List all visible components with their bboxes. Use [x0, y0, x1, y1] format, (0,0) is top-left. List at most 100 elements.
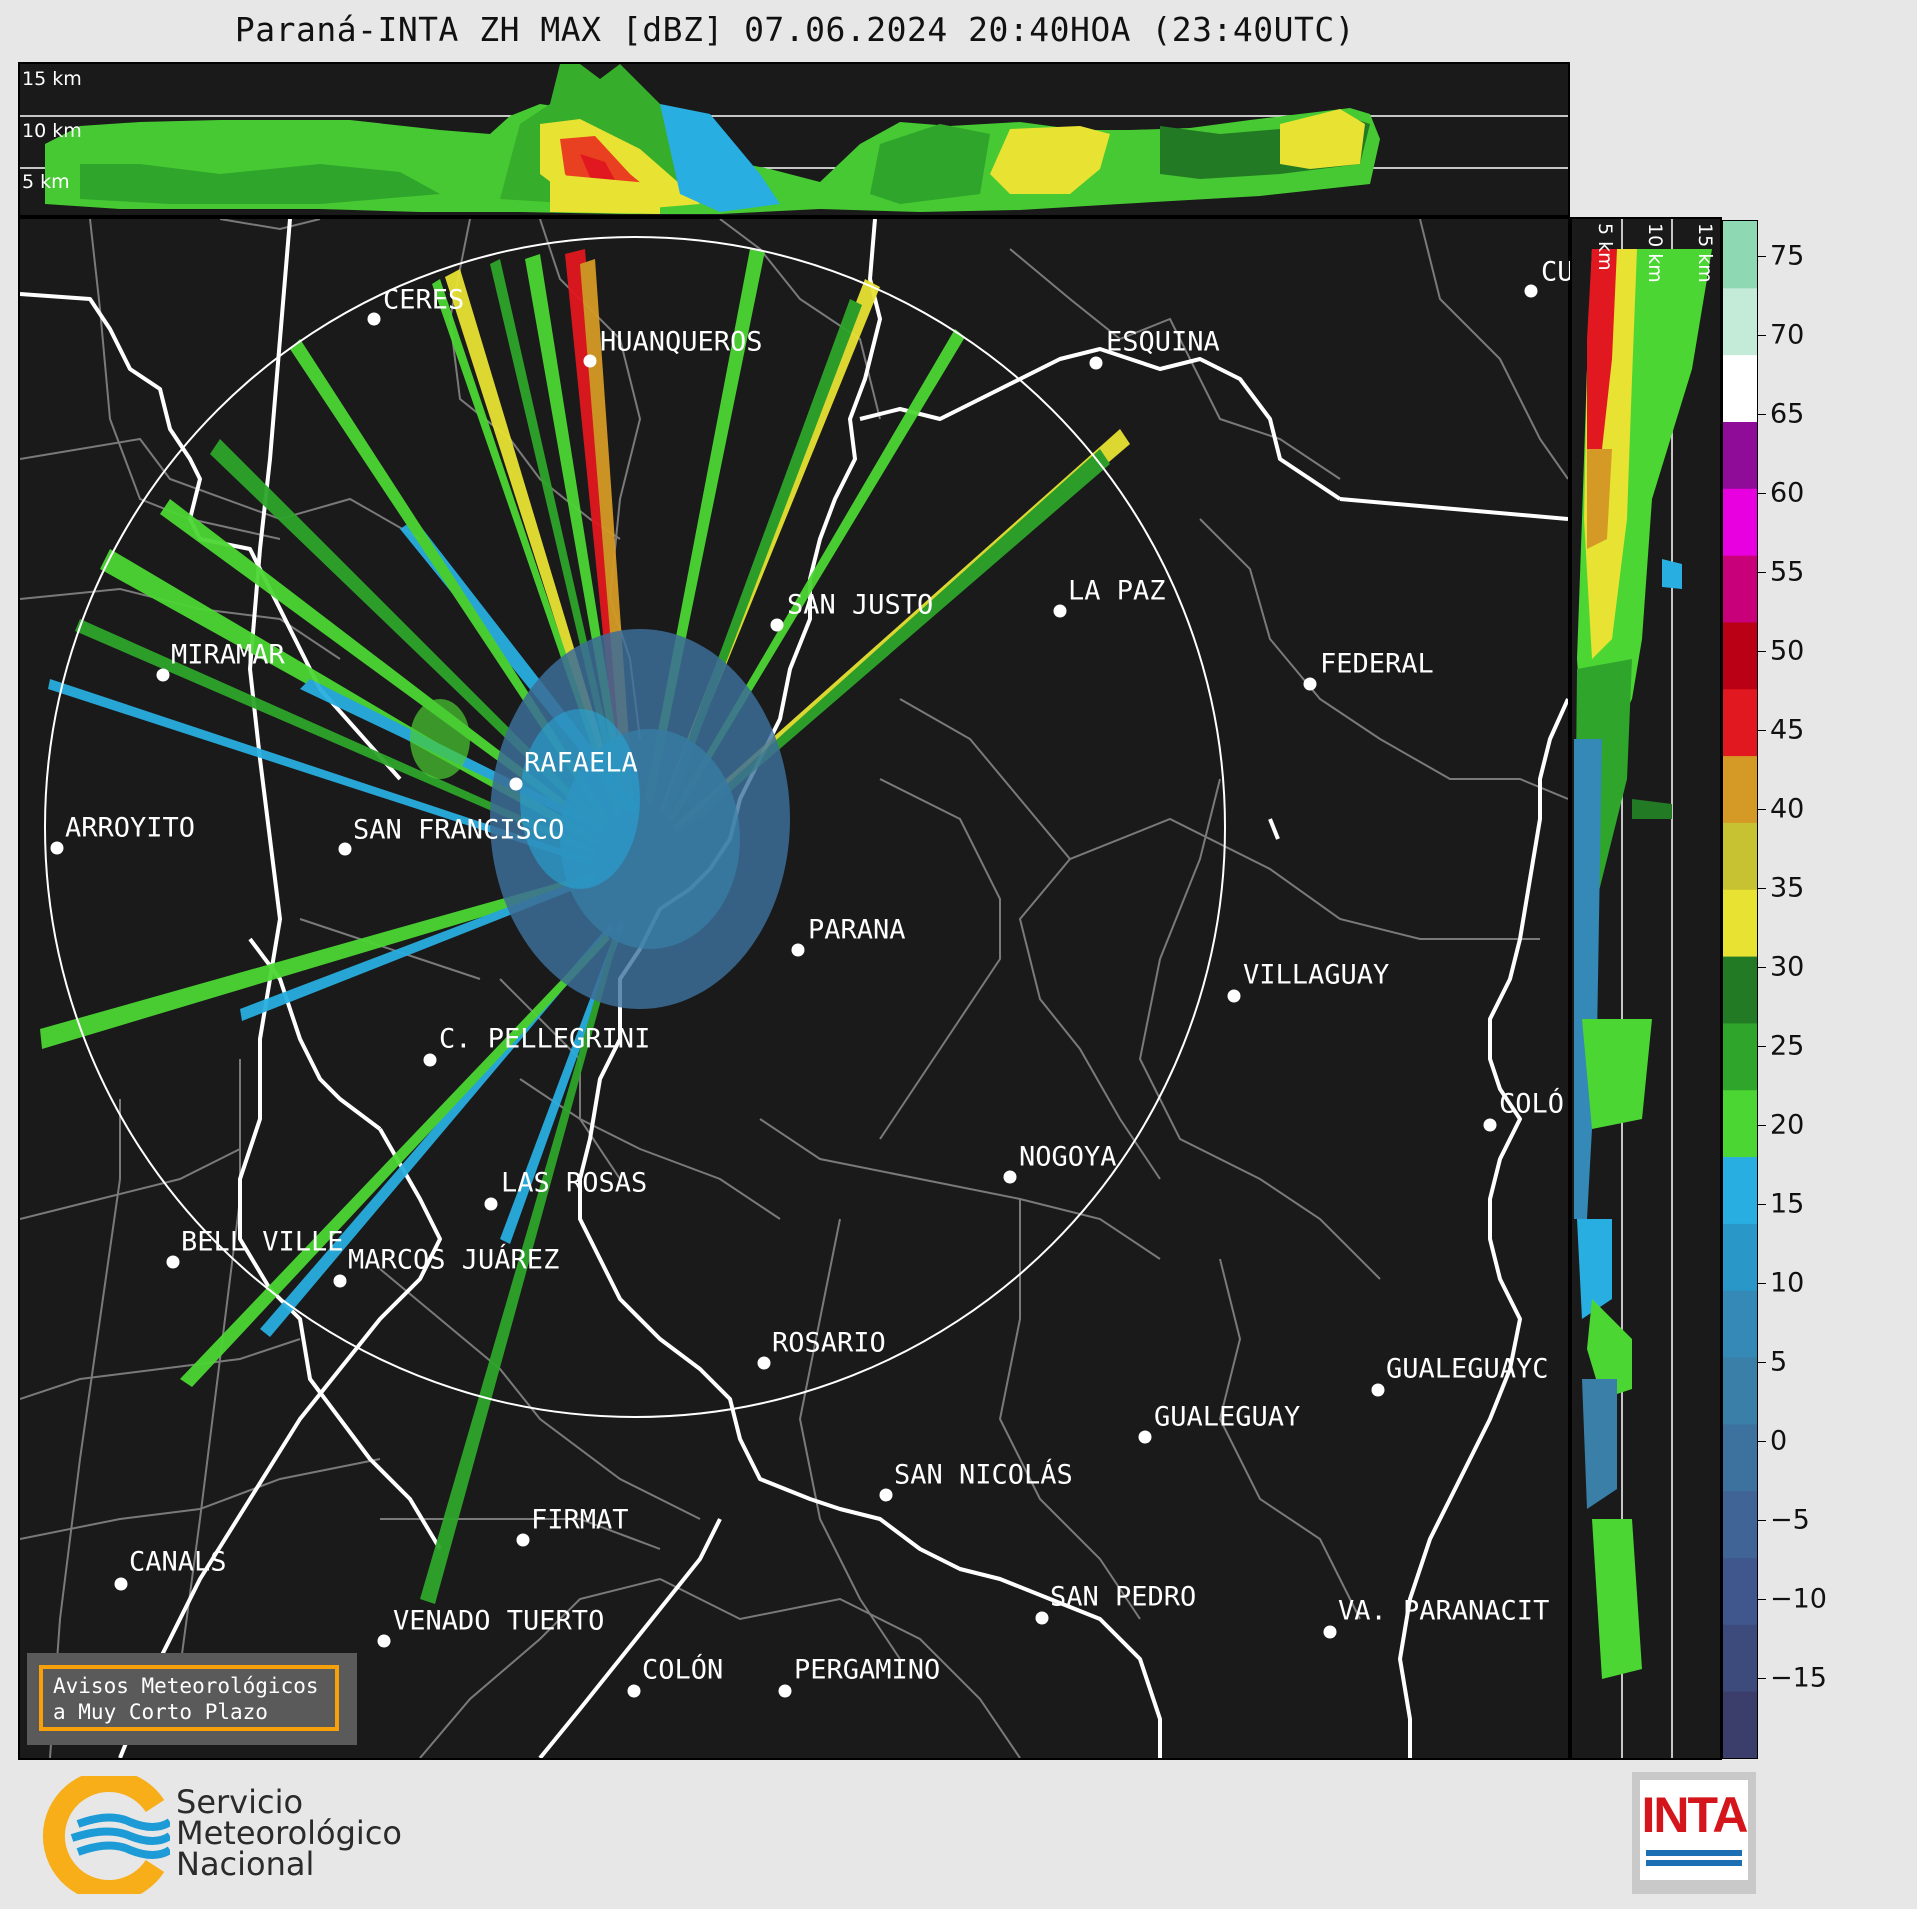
side-cross-section-plot	[1574, 219, 1712, 1758]
colorbar-tick-label: −5	[1770, 1504, 1810, 1536]
colorbar-band	[1723, 1624, 1757, 1692]
city-label-san-justo: SAN JUSTO	[787, 589, 934, 621]
city-label-parana: PARANA	[808, 914, 906, 946]
city-dot	[1371, 1383, 1385, 1397]
city-dot	[338, 842, 352, 856]
colorbar-tick-label: 20	[1770, 1109, 1805, 1141]
colorbar-tick	[1758, 967, 1766, 969]
city-dot	[509, 777, 523, 791]
city-dot	[1138, 1430, 1152, 1444]
colorbar-tick	[1758, 888, 1766, 890]
colorbar-band	[1723, 1490, 1757, 1559]
colorbar-tick	[1758, 730, 1766, 732]
colorbar-tick	[1758, 493, 1766, 495]
side-height-label-10km: 10 km	[1644, 223, 1666, 283]
colorbar-band	[1723, 1423, 1757, 1492]
city-dot	[1053, 604, 1067, 618]
city-label-arroyito: ARROYITO	[65, 812, 196, 844]
city-dot	[484, 1197, 498, 1211]
smn-line-3: Nacional	[176, 1845, 315, 1883]
colorbar-tick-label: 65	[1770, 398, 1805, 430]
city-dot	[627, 1684, 641, 1698]
city-dot	[1003, 1170, 1017, 1184]
colorbar-band	[1723, 1089, 1757, 1158]
colorbar-tick-label: 45	[1770, 714, 1805, 746]
city-label-ceres: CERES	[383, 284, 465, 316]
smn-logo-text: Servicio Meteorológico Nacional	[176, 1786, 402, 1883]
colorbar-tick-label: −10	[1770, 1583, 1827, 1615]
city-label-la-paz: LA PAZ	[1068, 575, 1166, 607]
colorbar-tick	[1758, 651, 1766, 653]
colorbar-tick	[1758, 572, 1766, 574]
colorbar-tick	[1758, 335, 1766, 337]
height-label-15km: 15 km	[22, 68, 82, 90]
city-dot	[770, 618, 784, 632]
city-dot	[1227, 989, 1241, 1003]
city-dot	[1089, 356, 1103, 370]
city-label-las-rosas: LAS ROSAS	[501, 1167, 648, 1199]
city-dot	[423, 1053, 437, 1067]
city-label-va-paranacit: VA. PARANACIT	[1338, 1595, 1550, 1627]
colorbar-tick-label: 5	[1770, 1346, 1788, 1378]
city-label-colon: COLÓN	[642, 1654, 724, 1686]
colorbar-tick	[1758, 414, 1766, 416]
city-dot	[50, 841, 64, 855]
colorbar-tick	[1758, 1441, 1766, 1443]
city-label-san-pedro: SAN PEDRO	[1050, 1581, 1197, 1613]
city-dot	[114, 1577, 128, 1591]
warning-banner[interactable]: Avisos Meteorológicos a Muy Corto Plazo	[27, 1653, 357, 1745]
city-label-san-nicolas: SAN NICOLÁS	[894, 1459, 1073, 1491]
colorbar-tick-label: −15	[1770, 1662, 1827, 1694]
warning-line-2: a Muy Corto Plazo	[53, 1700, 268, 1724]
city-label-cu: CU	[1541, 256, 1574, 288]
warning-text-box: Avisos Meteorológicos a Muy Corto Plazo	[39, 1665, 339, 1731]
colorbar-band	[1723, 822, 1757, 890]
colorbar-band	[1723, 755, 1757, 823]
colorbar-tick-label: 10	[1770, 1267, 1805, 1299]
colorbar-band	[1723, 688, 1757, 757]
city-label-rosario: ROSARIO	[772, 1327, 886, 1359]
colorbar-tick	[1758, 1046, 1766, 1048]
top-cross-section: 15 km 10 km 5 km	[18, 62, 1570, 217]
colorbar-tick	[1758, 1599, 1766, 1601]
colorbar-tick	[1758, 809, 1766, 811]
colorbar-gradient	[1723, 221, 1757, 1758]
city-label-huanqueros: HUANQUEROS	[600, 326, 763, 358]
range-ring	[44, 236, 1226, 1418]
city-dot	[791, 943, 805, 957]
height-label-10km: 10 km	[22, 120, 82, 142]
colorbar-tick	[1758, 1678, 1766, 1680]
city-label-bell-ville: BELL VILLE	[181, 1226, 344, 1258]
colorbar-band	[1723, 889, 1757, 957]
city-label-rafaela: RAFAELA	[524, 747, 638, 779]
city-dot	[1524, 284, 1538, 298]
colorbar-tick-label: 40	[1770, 793, 1805, 825]
colorbar-tick	[1758, 1520, 1766, 1522]
colorbar-tick-label: 60	[1770, 477, 1805, 509]
colorbar-tick-label: 55	[1770, 556, 1805, 588]
city-label-miramar: MIRAMAR	[171, 639, 285, 671]
colorbar-band	[1723, 1223, 1757, 1291]
warning-line-1: Avisos Meteorológicos	[53, 1674, 319, 1698]
colorbar-band	[1723, 1156, 1757, 1224]
colorbar-band	[1723, 956, 1757, 1024]
city-dot	[1483, 1118, 1497, 1132]
city-label-marcos-juarez: MARCOS JUÁREZ	[348, 1244, 560, 1276]
colorbar-band	[1723, 1290, 1757, 1358]
side-height-label-5km: 5 km	[1594, 223, 1616, 271]
radar-map[interactable]	[18, 217, 1570, 1760]
city-dot	[583, 354, 597, 368]
city-label-gualeguayc: GUALEGUAYC	[1386, 1353, 1549, 1385]
city-dot	[778, 1684, 792, 1698]
height-label-5km: 5 km	[22, 171, 70, 193]
colorbar-tick	[1758, 256, 1766, 258]
colorbar-band	[1723, 1022, 1757, 1091]
smn-logo-icon	[42, 1776, 170, 1894]
city-dot	[1035, 1611, 1049, 1625]
smn-line-2: Meteorológico	[176, 1814, 402, 1852]
city-dot	[1323, 1625, 1337, 1639]
city-label-gualeguay: GUALEGUAY	[1154, 1401, 1301, 1433]
colorbar-tick	[1758, 1125, 1766, 1127]
city-dot	[166, 1255, 180, 1269]
colorbar-tick-label: 0	[1770, 1425, 1788, 1457]
